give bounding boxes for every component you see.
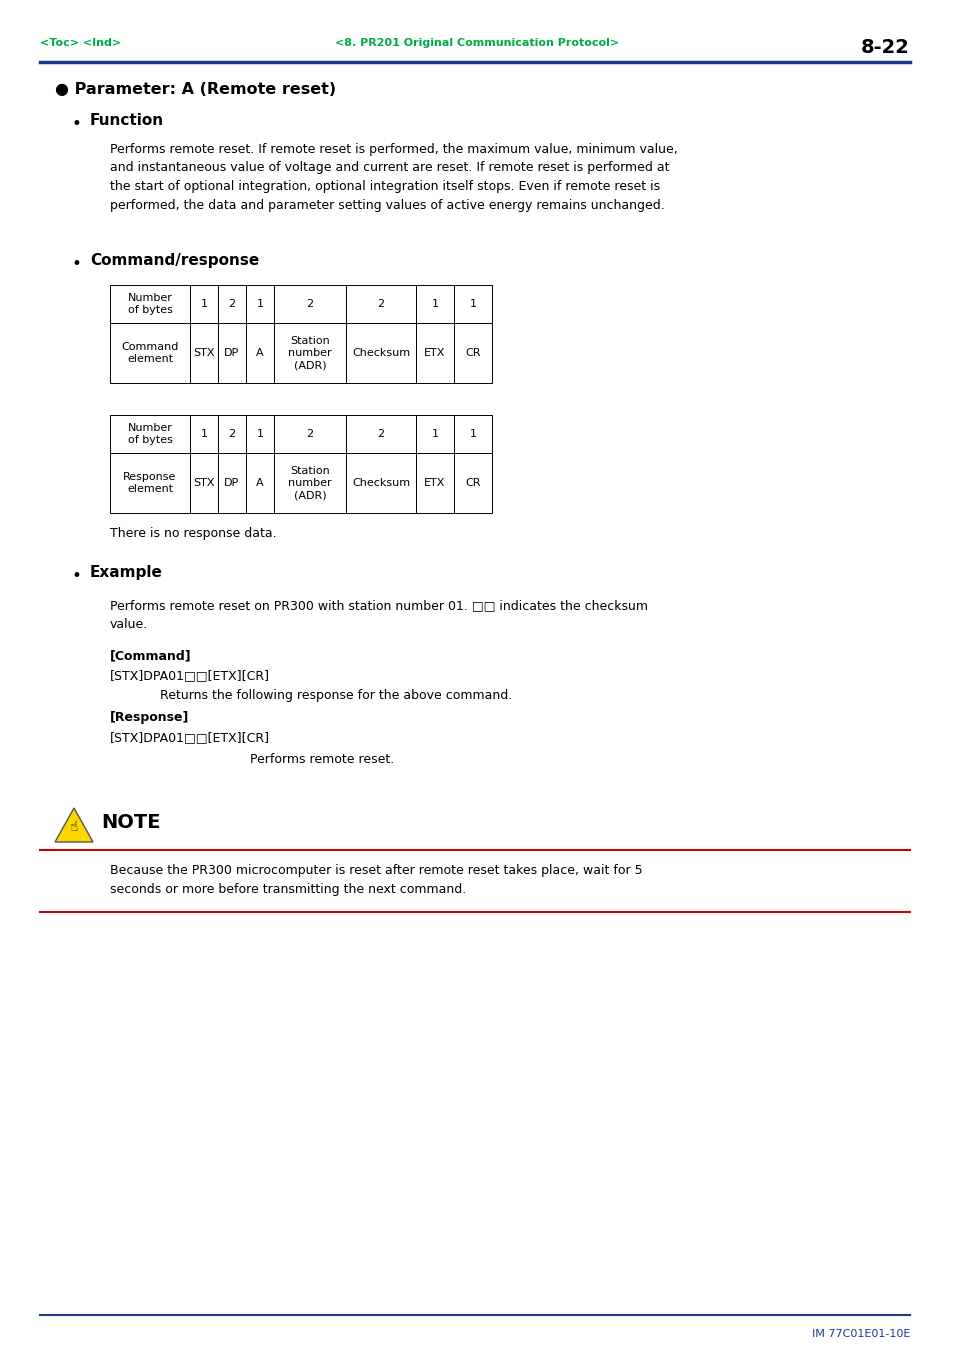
Text: 8-22: 8-22 xyxy=(861,38,909,57)
Bar xyxy=(416,323,454,382)
Bar xyxy=(416,415,454,453)
Bar xyxy=(454,453,492,513)
Text: STX: STX xyxy=(193,478,214,488)
Bar xyxy=(218,285,246,323)
Text: Station
number
(ADR): Station number (ADR) xyxy=(288,335,332,370)
Text: 1: 1 xyxy=(256,299,263,309)
Text: Response
element: Response element xyxy=(123,471,176,494)
Text: NOTE: NOTE xyxy=(101,813,160,832)
Bar xyxy=(246,453,274,513)
Bar xyxy=(416,285,454,323)
Bar xyxy=(110,285,190,323)
Text: 2: 2 xyxy=(306,299,314,309)
Text: Returns the following response for the above command.: Returns the following response for the a… xyxy=(160,689,512,703)
Text: [Command]: [Command] xyxy=(110,648,192,662)
Text: IM 77C01E01-10E: IM 77C01E01-10E xyxy=(811,1329,909,1339)
Text: •: • xyxy=(71,255,82,273)
Bar xyxy=(454,415,492,453)
Text: A: A xyxy=(256,349,264,358)
Bar xyxy=(346,285,416,323)
Text: [STX]DPA01□□[ETX][CR]: [STX]DPA01□□[ETX][CR] xyxy=(110,731,270,744)
Bar xyxy=(346,415,416,453)
Text: 2: 2 xyxy=(377,430,384,439)
Text: Example: Example xyxy=(90,565,163,580)
Text: [Response]: [Response] xyxy=(110,711,190,724)
Text: ETX: ETX xyxy=(424,349,445,358)
Bar xyxy=(190,285,218,323)
Bar xyxy=(274,323,346,382)
Bar xyxy=(246,285,274,323)
Bar xyxy=(218,415,246,453)
Text: Checksum: Checksum xyxy=(352,478,410,488)
Text: Checksum: Checksum xyxy=(352,349,410,358)
Bar xyxy=(190,323,218,382)
Bar xyxy=(110,323,190,382)
Text: 1: 1 xyxy=(469,430,476,439)
Bar xyxy=(110,453,190,513)
Text: DP: DP xyxy=(224,478,239,488)
Text: There is no response data.: There is no response data. xyxy=(110,527,276,540)
Text: Station
number
(ADR): Station number (ADR) xyxy=(288,466,332,500)
Text: ● Parameter: A (Remote reset): ● Parameter: A (Remote reset) xyxy=(55,82,335,97)
Bar xyxy=(190,415,218,453)
Text: Performs remote reset. If remote reset is performed, the maximum value, minimum : Performs remote reset. If remote reset i… xyxy=(110,143,677,212)
Text: <Toc> <Ind>: <Toc> <Ind> xyxy=(40,38,121,49)
Bar xyxy=(110,415,190,453)
Text: Number
of bytes: Number of bytes xyxy=(128,423,172,446)
Bar xyxy=(454,285,492,323)
Bar xyxy=(346,453,416,513)
Text: Command
element: Command element xyxy=(121,342,178,365)
Bar xyxy=(190,453,218,513)
Text: 2: 2 xyxy=(228,430,235,439)
Text: Performs remote reset on PR300 with station number 01. □□ indicates the checksum: Performs remote reset on PR300 with stat… xyxy=(110,598,647,631)
Text: STX: STX xyxy=(193,349,214,358)
Text: Command/response: Command/response xyxy=(90,253,259,267)
Bar xyxy=(346,323,416,382)
Bar xyxy=(274,285,346,323)
Bar xyxy=(218,453,246,513)
Text: ☝: ☝ xyxy=(70,820,78,834)
Text: Number
of bytes: Number of bytes xyxy=(128,293,172,315)
Text: 1: 1 xyxy=(431,299,438,309)
Bar xyxy=(246,415,274,453)
Bar xyxy=(274,453,346,513)
Text: 2: 2 xyxy=(228,299,235,309)
Text: 1: 1 xyxy=(256,430,263,439)
Polygon shape xyxy=(55,808,92,842)
Text: ETX: ETX xyxy=(424,478,445,488)
Text: DP: DP xyxy=(224,349,239,358)
Text: Performs remote reset.: Performs remote reset. xyxy=(250,753,394,766)
Bar xyxy=(246,323,274,382)
Text: Function: Function xyxy=(90,113,164,128)
Text: 2: 2 xyxy=(377,299,384,309)
Bar xyxy=(416,453,454,513)
Text: Because the PR300 microcomputer is reset after remote reset takes place, wait fo: Because the PR300 microcomputer is reset… xyxy=(110,865,642,896)
Text: [STX]DPA01□□[ETX][CR]: [STX]DPA01□□[ETX][CR] xyxy=(110,669,270,682)
Bar xyxy=(218,323,246,382)
Text: 1: 1 xyxy=(200,430,208,439)
Text: CR: CR xyxy=(465,349,480,358)
Text: 1: 1 xyxy=(469,299,476,309)
Text: 2: 2 xyxy=(306,430,314,439)
Text: •: • xyxy=(71,567,82,585)
Text: 1: 1 xyxy=(431,430,438,439)
Text: CR: CR xyxy=(465,478,480,488)
Text: 1: 1 xyxy=(200,299,208,309)
Text: <8. PR201 Original Communication Protocol>: <8. PR201 Original Communication Protoco… xyxy=(335,38,618,49)
Bar xyxy=(274,415,346,453)
Text: •: • xyxy=(71,115,82,132)
Text: A: A xyxy=(256,478,264,488)
Bar xyxy=(454,323,492,382)
